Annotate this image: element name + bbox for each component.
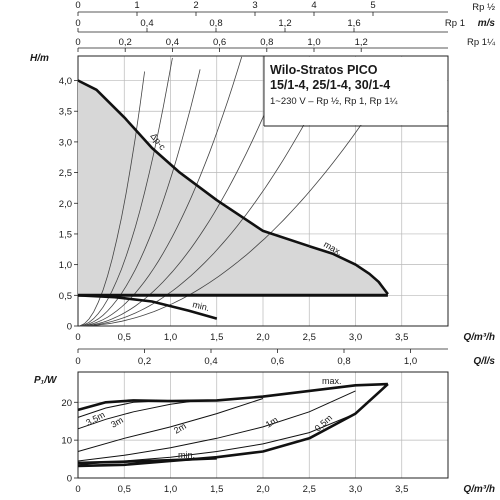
head-y-tick-label: 0,5 (59, 291, 72, 302)
power-envelope-curve (77, 383, 389, 468)
scale-rp1-tick-label: 0,8 (209, 18, 222, 29)
power-max-label: max. (322, 376, 342, 386)
power-x-tick-label: 1,5 (210, 484, 223, 495)
flow-ls-tick-label: 0,4 (204, 356, 217, 367)
power-x-tick-label: 2,0 (256, 484, 269, 495)
flow-ls-tick-label: 0 (75, 356, 80, 367)
head-x-tick-label: 2,0 (256, 332, 269, 343)
scale-rp-half-tick-label: 0 (75, 0, 80, 11)
power-1m-label: 1m (264, 415, 280, 430)
flow-ls-tick-label: 0,8 (337, 356, 350, 367)
head-x-tick-label: 3,5 (395, 332, 408, 343)
power-head-curve (77, 390, 356, 462)
head-y-tick-label: 4,0 (59, 76, 72, 87)
head-y-axis-label: H/m (30, 53, 49, 64)
scale-rp-half-tick-label: 4 (311, 0, 316, 11)
scale-rp1q-tick-label: 0 (75, 37, 80, 48)
head-x-tick-label: 2,5 (303, 332, 316, 343)
head-y-tick-label: 1,5 (59, 229, 72, 240)
head-x-tick-label: 0,5 (118, 332, 131, 343)
min-label: min. (192, 299, 211, 313)
system-curve (79, 71, 145, 327)
flow-ls-tick-label: 1,0 (404, 356, 417, 367)
top-scales: 0 1 2 3 4 5 Rp ½ 0 0,4 0,8 1,2 1,6 Rp 1 m/s 0 0,2 0,4 0,6… (75, 0, 496, 52)
power-head-curve (77, 398, 264, 452)
head-y-tick-label: 3,0 (59, 137, 72, 148)
system-curve (79, 56, 243, 327)
system-curve (79, 69, 201, 327)
power-chart-frame (77, 371, 449, 479)
system-curve (79, 57, 289, 327)
power-x-tick-label: 3,5 (395, 484, 408, 495)
head-y-tick-label: 2,5 (59, 168, 72, 179)
power-x-tick-label: 2,5 (303, 484, 316, 495)
system-curve (79, 57, 340, 327)
power-head-curve (77, 399, 199, 430)
flow-ls-tick-label: 0,6 (271, 356, 284, 367)
power-x-tick-label: 1,0 (164, 484, 177, 495)
power-envelope-curve (77, 382, 388, 412)
scale-rp-half-tick-label: 5 (370, 0, 375, 11)
scale-rp1q-tick-label: 0,8 (260, 37, 273, 48)
scale-rp-half-tick-label: 2 (193, 0, 198, 11)
power-3-5m-label: 3,5m (84, 410, 106, 428)
power-y-tick-label: 20 (61, 398, 72, 409)
head-x-tick-label: 1,5 (210, 332, 223, 343)
power-y-tick-label: 0 (67, 474, 72, 485)
head-x-tick-label: 1,0 (164, 332, 177, 343)
system-curve (79, 57, 173, 327)
head-y-tick-label: 0 (67, 322, 72, 333)
scale-rp1q-tick-label: 0,4 (166, 37, 179, 48)
power-x-tick-label: 0 (75, 484, 80, 495)
chart-subtitle: 1~230 V – Rp ½, Rp 1, Rp 1¼ (270, 96, 399, 107)
scale-rp-half-tick-label: 3 (252, 0, 257, 11)
scale-rp1q-tick-label: 1,2 (355, 37, 368, 48)
head-x-axis-label: Q/m³/h (463, 332, 495, 343)
scale-rp1q-tick-label: 1,0 (307, 37, 320, 48)
max-curve (308, 244, 389, 295)
scale-rp-half-unit: Rp ½ (472, 2, 495, 13)
title-box-bg (264, 57, 447, 125)
head-y-tick-label: 3,5 (59, 107, 72, 118)
flow-ls-tick-label: 0,2 (138, 356, 151, 367)
scale-rp1-tick-label: 0,4 (140, 18, 153, 29)
scale-rp1-unit-label: Rp 1 (445, 18, 465, 29)
power-x-tick-label: 3,0 (349, 484, 362, 495)
chart-title-line2: 15/1-4, 25/1-4, 30/1-4 (270, 78, 390, 92)
chart-title: Wilo-Stratos PICO (270, 63, 378, 77)
dp-c-curve (77, 79, 310, 248)
power-3m-label: 3m (109, 415, 125, 430)
scale-rp1-tick-label: 1,2 (278, 18, 291, 29)
head-x-tick-label: 3,0 (349, 332, 362, 343)
power-x-tick-label: 0,5 (118, 484, 131, 495)
power-y-tick-label: 10 (61, 436, 72, 447)
scale-rp1-tick-label: 0 (75, 18, 80, 29)
system-curve (79, 59, 404, 327)
scale-rp1q-tick-label: 0,2 (119, 37, 132, 48)
flow-ls-scale: 0 0,2 0,4 0,6 0,8 1,0 Q/l/s (75, 348, 495, 367)
flow-ls-unit: Q/l/s (473, 356, 495, 367)
head-y-tick-label: 2,0 (59, 199, 72, 210)
head-x-tick-label: 0 (75, 332, 80, 343)
power-y-axis-label: P₁/W (34, 375, 58, 386)
scale-rp1q-tick-label: 0,6 (213, 37, 226, 48)
dp-c-shaded-area (78, 80, 388, 296)
velocity-unit-label: m/s (478, 18, 496, 29)
scale-rp1-tick-label: 1,6 (347, 18, 360, 29)
head-y-tick-label: 1,0 (59, 260, 72, 271)
scale-rp-half-tick-label: 1 (134, 0, 139, 11)
power-x-axis-label: Q/m³/h (463, 484, 495, 495)
scale-rp1q-unit: Rp 1¼ (467, 37, 496, 48)
power-min-label: min. (178, 450, 195, 460)
